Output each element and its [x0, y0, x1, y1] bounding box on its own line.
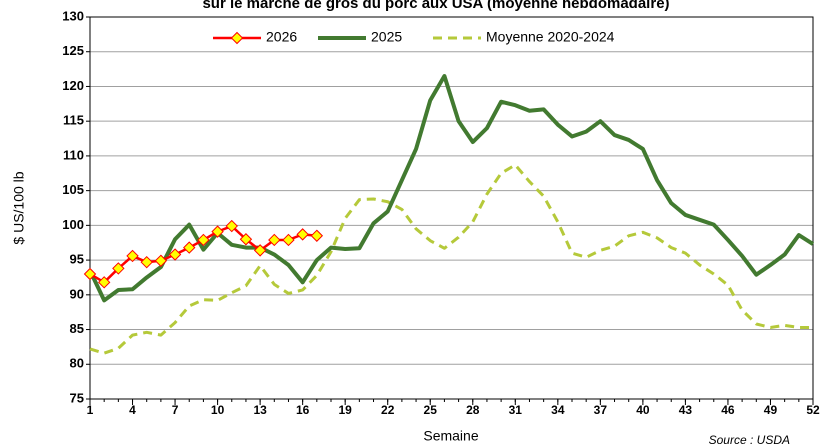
legend-label: 2025 — [371, 29, 402, 45]
x-tick-label: 46 — [721, 403, 735, 417]
data-point — [253, 244, 267, 257]
y-tick-label: 80 — [70, 356, 84, 371]
legend-label: 2026 — [266, 29, 297, 45]
data-point — [183, 241, 196, 254]
data-point — [296, 228, 309, 241]
data-point — [154, 254, 168, 267]
y-tick-label: 95 — [70, 252, 84, 267]
x-tick-label: 40 — [636, 403, 650, 417]
x-tick-label: 52 — [806, 403, 820, 417]
chart-title: sur le marché de gros du porc aux USA (m… — [202, 0, 669, 12]
x-tick-label: 49 — [764, 403, 778, 417]
y-tick-label: 130 — [62, 8, 84, 23]
y-tick-label: 90 — [70, 286, 84, 301]
data-point — [112, 262, 125, 275]
legend-marker — [230, 31, 244, 45]
data-point — [197, 233, 210, 247]
legend-label: Moyenne 2020-2024 — [486, 29, 615, 45]
data-point — [310, 229, 324, 242]
x-tick-label: 25 — [424, 403, 438, 417]
data-point — [140, 255, 153, 269]
data-point — [83, 267, 97, 281]
source: Source : USDA — [709, 433, 790, 447]
x-tick-label: 10 — [211, 403, 225, 417]
y-tick-label: 105 — [62, 182, 84, 197]
series-line — [89, 163, 813, 355]
x-tick-label: 16 — [296, 403, 310, 417]
y-tick-label: 85 — [70, 321, 84, 336]
data-point — [126, 249, 139, 263]
x-tick-label: 31 — [509, 403, 523, 417]
x-tick-label: 13 — [253, 403, 267, 417]
data-point — [97, 276, 111, 289]
x-tick-label: 43 — [679, 403, 693, 417]
series-line — [88, 74, 815, 303]
data-point — [282, 233, 295, 247]
y-tick-label: 125 — [62, 43, 84, 58]
x-tick-label: 28 — [466, 403, 480, 417]
data-point — [268, 233, 281, 247]
x-tick-label: 34 — [551, 403, 565, 417]
y-tick-label: 120 — [62, 78, 84, 93]
y-tick-label: 75 — [70, 390, 84, 405]
x-tick-label: 37 — [594, 403, 608, 417]
x-tick-label: 22 — [381, 403, 395, 417]
plot-border — [89, 16, 814, 400]
x-tick-label: 1 — [87, 403, 94, 417]
x-axis-label: Semaine — [423, 428, 478, 444]
y-tick-label: 110 — [63, 147, 84, 162]
x-tick-label: 19 — [338, 403, 352, 417]
x-tick-label: 4 — [129, 403, 136, 417]
x-tick-label: 7 — [172, 403, 179, 417]
data-point — [239, 233, 253, 246]
data-point — [168, 248, 182, 261]
y-axis-label: $ US/100 lb — [11, 171, 27, 244]
data-point — [225, 219, 238, 233]
y-tick-label: 115 — [63, 113, 84, 128]
y-tick-label: 100 — [62, 217, 84, 232]
data-point — [211, 225, 224, 238]
